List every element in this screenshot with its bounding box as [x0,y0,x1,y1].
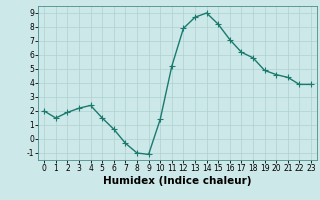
X-axis label: Humidex (Indice chaleur): Humidex (Indice chaleur) [103,176,252,186]
